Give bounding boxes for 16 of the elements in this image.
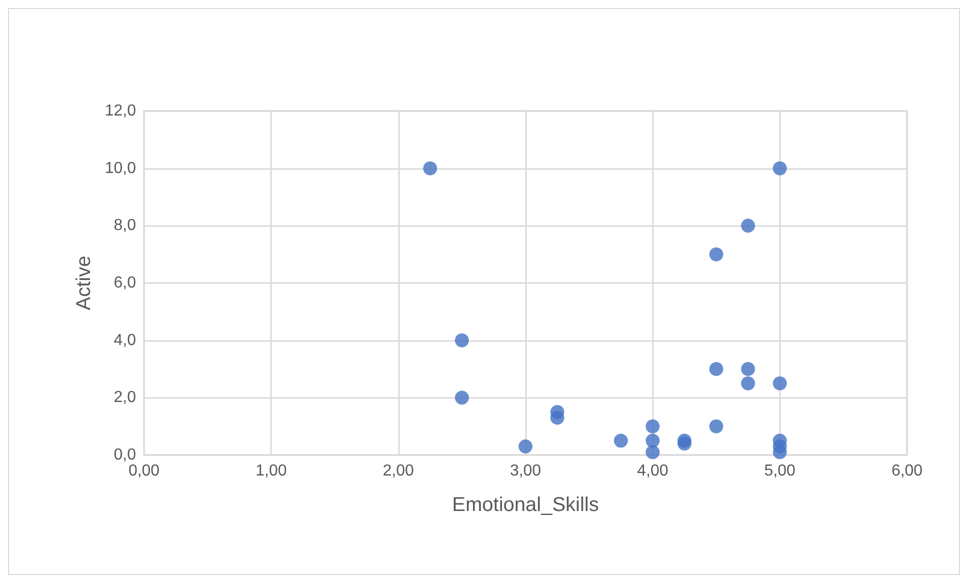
- y-tick-label: 2,0: [114, 389, 136, 406]
- y-tick-label: 10,0: [104, 160, 136, 177]
- x-tick-label: 0,00: [128, 462, 160, 480]
- x-tick-label: 6,00: [891, 462, 923, 480]
- x-tick-label: 1,00: [256, 462, 287, 480]
- x-tick-label: 2,00: [382, 462, 414, 480]
- y-tick-label: 4,0: [114, 332, 136, 349]
- x-tick-label: 3,00: [510, 462, 542, 480]
- y-tick-label: 12,0: [104, 102, 136, 120]
- y-tick-label: 6,0: [114, 274, 136, 292]
- x-tick-label: 4,00: [637, 462, 668, 480]
- y-tick-label: 0,0: [114, 446, 136, 464]
- x-tick-label: 5,00: [764, 462, 796, 480]
- x-axis-title: Emotional_Skills: [452, 494, 599, 516]
- y-axis-title: Active: [72, 256, 95, 310]
- y-tick-label: 8,0: [114, 217, 136, 234]
